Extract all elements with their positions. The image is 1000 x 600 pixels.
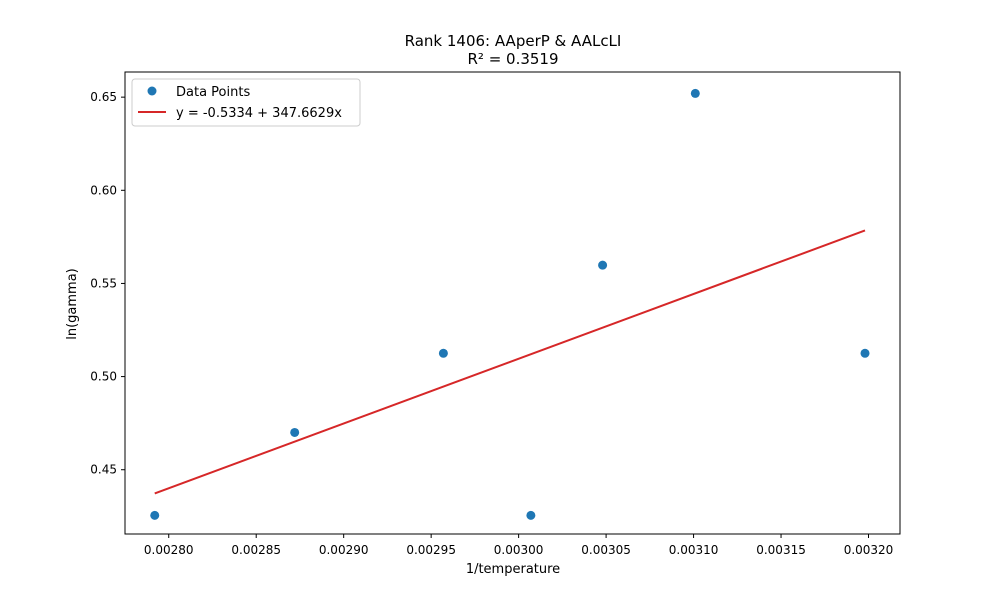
data-point <box>690 88 700 98</box>
y-axis-label: ln(gamma) <box>65 268 80 340</box>
legend-label-data-points: Data Points <box>176 85 250 100</box>
x-tick-label: 0.00285 <box>231 543 281 557</box>
x-tick-label: 0.00315 <box>756 543 806 557</box>
fit-line <box>154 229 866 495</box>
data-point <box>150 510 160 520</box>
plot-frame <box>124 71 901 535</box>
x-tick-label: 0.00280 <box>144 543 194 557</box>
chart-title: Rank 1406: AAperP & AALcLI <box>405 32 622 50</box>
y-tick-label: 0.50 <box>90 370 117 384</box>
y-axis: 0.45 0.50 0.55 0.60 0.65 <box>90 90 125 477</box>
y-tick-label: 0.45 <box>90 463 117 477</box>
legend-label-fit-line: y = -0.5334 + 347.6629x <box>176 106 342 121</box>
data-point <box>526 510 536 520</box>
x-axis-label: 1/temperature <box>466 562 560 577</box>
x-tick-label: 0.00320 <box>844 543 894 557</box>
y-tick-label: 0.55 <box>90 276 117 290</box>
legend: Data Points y = -0.5334 + 347.6629x <box>131 78 361 127</box>
data-point <box>860 348 870 358</box>
x-tick-label: 0.00300 <box>494 543 544 557</box>
x-tick-label: 0.00290 <box>319 543 369 557</box>
data-point <box>290 427 300 437</box>
y-tick-label: 0.60 <box>90 183 117 197</box>
x-tick-label: 0.00310 <box>669 543 719 557</box>
data-point <box>598 260 608 270</box>
y-tick-label: 0.65 <box>90 90 117 104</box>
x-tick-label: 0.00295 <box>406 543 456 557</box>
series-layer <box>150 88 870 520</box>
legend-box <box>131 78 361 127</box>
chart-subtitle: R² = 0.3519 <box>467 50 558 68</box>
x-tick-label: 0.00305 <box>581 543 631 557</box>
legend-scatter-marker <box>147 86 157 96</box>
x-axis: 0.00280 0.00285 0.00290 0.00295 0.00300 0.003… <box>144 534 893 557</box>
data-point <box>438 348 448 358</box>
plot-area <box>124 71 901 535</box>
